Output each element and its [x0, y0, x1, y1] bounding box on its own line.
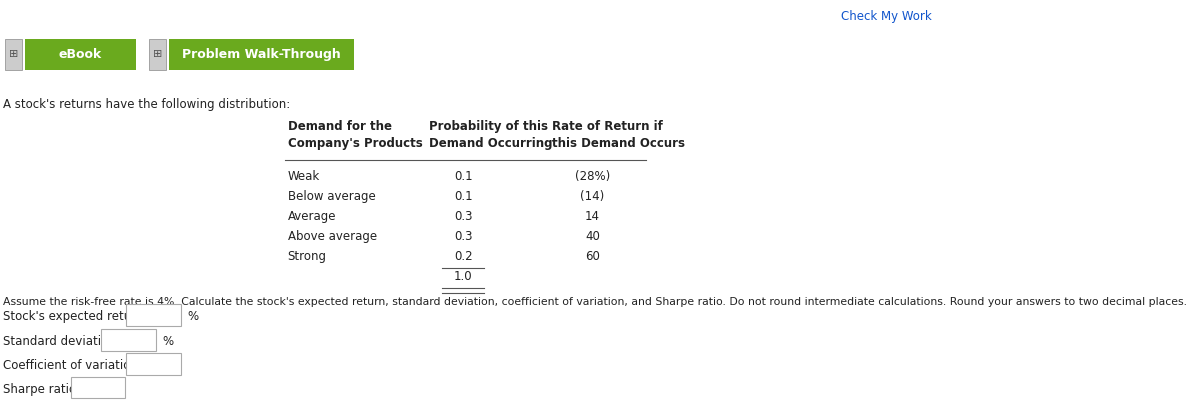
Text: 0.3: 0.3	[454, 210, 473, 223]
Text: A stock's returns have the following distribution:: A stock's returns have the following dis…	[2, 98, 290, 110]
Text: eBook: eBook	[59, 48, 102, 61]
FancyBboxPatch shape	[24, 39, 136, 70]
Text: ⊞: ⊞	[152, 49, 162, 59]
Text: Coefficient of variation:: Coefficient of variation:	[2, 359, 142, 372]
Text: Strong: Strong	[288, 250, 326, 263]
Text: %: %	[162, 335, 173, 348]
Text: Problem Walk-Through: Problem Walk-Through	[182, 48, 341, 61]
Text: Weak: Weak	[288, 170, 320, 183]
Text: Check My Work: Check My Work	[841, 10, 932, 23]
Text: Probability of this
Demand Occurring: Probability of this Demand Occurring	[430, 120, 553, 150]
FancyBboxPatch shape	[126, 304, 181, 326]
FancyBboxPatch shape	[169, 39, 354, 70]
Text: 60: 60	[584, 250, 600, 263]
Text: Demand for the
Company's Products: Demand for the Company's Products	[288, 120, 422, 150]
Text: (28%): (28%)	[575, 170, 610, 183]
FancyBboxPatch shape	[71, 377, 126, 398]
Text: (14): (14)	[581, 190, 605, 203]
Text: Stock's expected return:: Stock's expected return:	[2, 310, 148, 323]
Text: Standard deviation:: Standard deviation:	[2, 335, 120, 348]
Text: 1.0: 1.0	[454, 270, 473, 283]
Text: 0.1: 0.1	[454, 190, 473, 203]
Text: 40: 40	[584, 230, 600, 243]
FancyBboxPatch shape	[126, 353, 181, 375]
Text: 0.1: 0.1	[454, 170, 473, 183]
Text: 0.3: 0.3	[454, 230, 473, 243]
Text: 0.2: 0.2	[454, 250, 473, 263]
FancyBboxPatch shape	[101, 329, 156, 351]
Text: Sharpe ratio:: Sharpe ratio:	[2, 383, 80, 395]
FancyBboxPatch shape	[5, 39, 22, 70]
Text: Assume the risk-free rate is 4%. Calculate the stock's expected return, standard: Assume the risk-free rate is 4%. Calcula…	[2, 297, 1187, 307]
Text: %: %	[187, 310, 199, 323]
Text: Below average: Below average	[288, 190, 376, 203]
Text: 14: 14	[584, 210, 600, 223]
Text: Average: Average	[288, 210, 336, 223]
FancyBboxPatch shape	[149, 39, 166, 70]
Text: Rate of Return if
this Demand Occurs: Rate of Return if this Demand Occurs	[552, 120, 685, 150]
Text: Above average: Above average	[288, 230, 377, 243]
Text: ⊞: ⊞	[8, 49, 18, 59]
